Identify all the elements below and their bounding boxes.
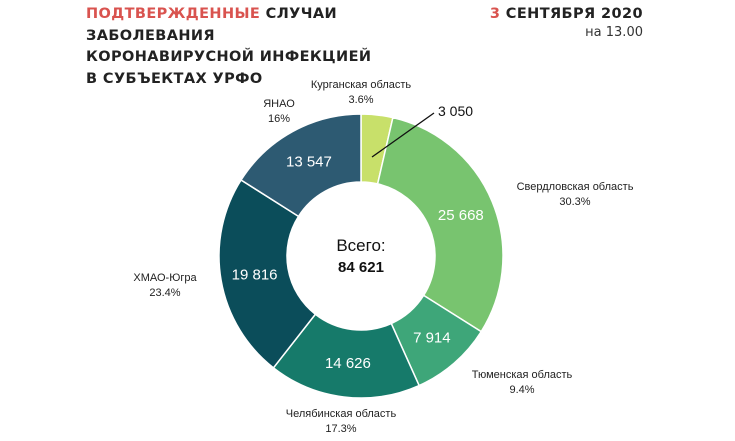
category-label-yanao: ЯНАО bbox=[263, 98, 295, 110]
title-line-1: ПОДТВЕРЖДЕННЫЕ СЛУЧАИ bbox=[86, 4, 371, 26]
percent-label-sverdlovsk: 30.3% bbox=[559, 196, 590, 208]
percent-label-yanao: 16% bbox=[268, 113, 290, 125]
percent-label-khmao: 23.4% bbox=[149, 287, 180, 299]
title-rest: СЛУЧАИ bbox=[260, 6, 338, 22]
title-line-2: ЗАБОЛЕВАНИЯ bbox=[86, 27, 215, 44]
title-highlight: ПОДТВЕРЖДЕННЫЕ bbox=[86, 6, 261, 22]
percent-label-tyumen: 9.4% bbox=[509, 384, 534, 396]
percent-label-kurgan: 3.6% bbox=[348, 94, 373, 106]
value-label-sverdlovsk: 25 668 bbox=[438, 207, 484, 224]
total-value: 84 621 bbox=[338, 259, 384, 276]
category-label-kurgan: Курганская область bbox=[311, 79, 412, 91]
slice-khmao bbox=[218, 178, 317, 369]
time-line: на 13.00 bbox=[585, 25, 643, 40]
slice-sverdlovsk bbox=[376, 116, 504, 333]
category-label-tyumen: Тюменская область bbox=[472, 369, 573, 381]
donut-slices bbox=[218, 113, 504, 399]
slice-yanao bbox=[240, 113, 362, 218]
title-line-4: В СУБЪЕКТАХ УРФО bbox=[86, 70, 263, 87]
value-label-yanao: 13 547 bbox=[286, 153, 332, 170]
kurgan-callout-line bbox=[371, 112, 435, 158]
date-block: 3 СЕНТЯБРЯ 2020 на 13.00 bbox=[490, 5, 643, 41]
value-label-chelyabinsk: 14 626 bbox=[325, 355, 371, 372]
date-rest: СЕНТЯБРЯ 2020 bbox=[500, 6, 643, 22]
value-label-tyumen: 7 914 bbox=[413, 330, 451, 347]
slice-value-labels: 25 668 7 914 14 626 19 816 13 547 bbox=[232, 153, 484, 372]
kurgan-value-callout: 3 050 bbox=[438, 103, 473, 119]
title-line-3: КОРОНАВИРУСНОЙ ИНФЕКЦИЕЙ bbox=[86, 49, 372, 65]
category-labels: Курганская область 3.6% Свердловская облас… bbox=[133, 79, 633, 435]
category-label-khmao: ХМАО-Югра bbox=[133, 272, 197, 284]
category-label-chelyabinsk: Челябинская область bbox=[286, 408, 397, 420]
percent-label-chelyabinsk: 17.3% bbox=[325, 423, 356, 435]
date-line: 3 СЕНТЯБРЯ 2020 bbox=[490, 5, 643, 24]
category-label-sverdlovsk: Свердловская область bbox=[517, 181, 634, 193]
date-day: 3 bbox=[489, 6, 501, 22]
total-caption: Всего: bbox=[336, 236, 385, 255]
chart-title: ПОДТВЕРЖДЕННЫЕ СЛУЧАИ ЗАБОЛЕВАНИЯ КОРОНА… bbox=[86, 4, 371, 90]
value-label-khmao: 19 816 bbox=[232, 266, 278, 283]
